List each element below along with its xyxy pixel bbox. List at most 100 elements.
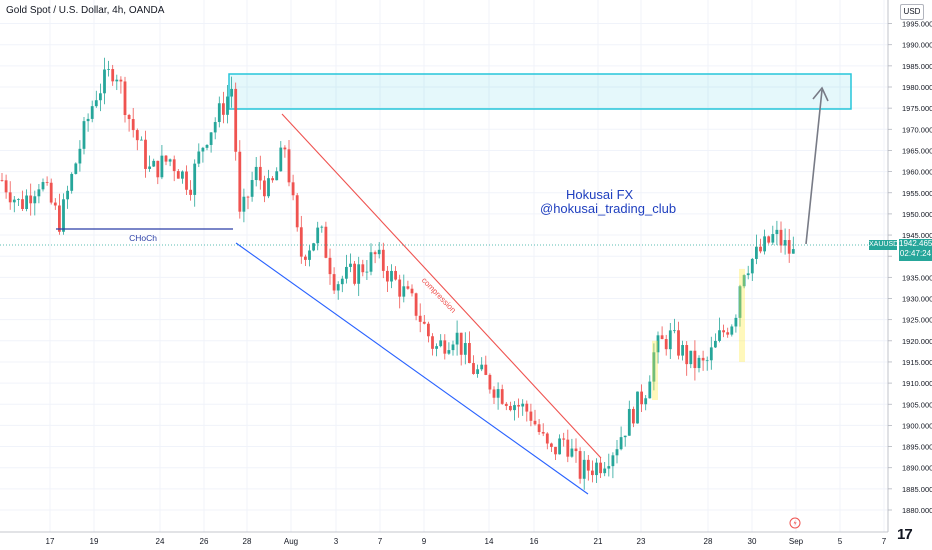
candle-body [541, 432, 545, 434]
candle-body [201, 147, 205, 152]
candle-body [488, 374, 492, 390]
candle-body [771, 234, 775, 243]
candle-body [209, 132, 213, 145]
x-tick-label: 28 [704, 537, 713, 546]
symbol-tag: XAUUSD [869, 240, 899, 250]
candle-body [381, 249, 385, 271]
y-tick-label: 1905.000 [902, 400, 932, 409]
x-tick-label: 7 [378, 537, 383, 546]
candle-body [427, 323, 430, 337]
x-tick-label: 19 [90, 537, 99, 546]
y-tick-label: 1995.000 [902, 20, 932, 29]
x-tick-label: 26 [200, 537, 209, 546]
candle-body [627, 408, 631, 436]
y-tick-label: 1930.000 [902, 295, 932, 304]
candle-body [521, 403, 525, 407]
candle-body [451, 344, 455, 351]
candle-body [242, 196, 246, 212]
price-axis: 1880.000 1885.000 1890.000 1895.000 1900.000… [888, 20, 932, 515]
candle-body [115, 79, 119, 82]
candle-body [373, 252, 377, 255]
candle-body [463, 343, 467, 355]
candle-body [316, 227, 320, 244]
candle-body [480, 364, 484, 370]
candle-body [742, 275, 746, 287]
candle-body [619, 437, 623, 450]
candle-body [238, 151, 242, 212]
candle-body [496, 389, 500, 398]
x-tick-label: 17 [46, 537, 55, 546]
candle-body [402, 286, 406, 297]
y-tick-label: 1960.000 [902, 168, 932, 177]
candle-body [328, 257, 332, 275]
x-tick-label: 23 [637, 537, 646, 546]
y-tick-label: 1950.000 [902, 210, 932, 219]
candle-body [181, 171, 184, 179]
candle-body [603, 468, 607, 474]
candle-body [29, 195, 33, 204]
candle-body [222, 103, 225, 115]
candle-body [131, 119, 135, 131]
candle-body [250, 180, 254, 197]
x-tick-label: 7 [882, 537, 887, 546]
tradingview-logo[interactable]: 17 [897, 526, 913, 543]
candle-body [582, 459, 586, 479]
impulse-highlight [652, 340, 658, 401]
y-tick-label: 1975.000 [902, 104, 932, 113]
candle-body [431, 336, 434, 349]
candle-body [783, 240, 787, 246]
candle-body [62, 199, 65, 232]
candle-body [500, 389, 504, 404]
candle-body [205, 144, 209, 148]
candle-body [234, 88, 238, 152]
candle-body [258, 166, 262, 181]
candle-body [746, 273, 750, 276]
candle-body [406, 286, 410, 289]
candle-body [33, 196, 37, 204]
candle-body [545, 433, 549, 444]
candle-body [734, 317, 738, 327]
supply-zone [228, 73, 852, 110]
watermark-name: Hokusai FX [566, 187, 634, 202]
candle-body [37, 189, 41, 197]
candle-body [632, 408, 635, 424]
candle-body [640, 391, 643, 405]
candle-body [217, 103, 221, 123]
candle-body [21, 199, 24, 209]
candle-body [25, 195, 28, 209]
candle-body [349, 263, 352, 267]
x-tick-label: Sep [789, 537, 804, 546]
candle-body [714, 340, 717, 348]
candle-body [246, 196, 250, 198]
flash-icon-bolt [793, 519, 797, 527]
candle-body [570, 448, 574, 457]
candle-body [591, 470, 594, 476]
candle-body [459, 332, 463, 355]
candle-body [123, 81, 127, 116]
currency-button[interactable]: USD [900, 4, 924, 20]
candle-body [504, 403, 508, 406]
choch-label: CHoCh [129, 233, 157, 243]
candle-body [17, 199, 20, 200]
candle-body [295, 195, 299, 228]
candle-body [755, 246, 758, 259]
y-tick-label: 1925.000 [902, 316, 932, 325]
candle-body [595, 462, 598, 476]
candle-body [435, 346, 438, 349]
x-tick-label: 16 [530, 537, 539, 546]
candle-body [377, 249, 381, 255]
candle-body [681, 345, 684, 356]
candle-body [775, 229, 779, 235]
candles [0, 57, 795, 490]
impulse-highlight [739, 268, 745, 362]
candle-body [58, 205, 61, 232]
y-tick-label: 1890.000 [902, 464, 932, 473]
candle-body [722, 330, 725, 333]
y-tick-label: 1910.000 [902, 379, 932, 388]
candle-body [4, 180, 8, 193]
candle-body [693, 350, 697, 369]
candle-body [705, 360, 709, 362]
candle-body [750, 258, 754, 274]
candle-body [365, 271, 369, 273]
